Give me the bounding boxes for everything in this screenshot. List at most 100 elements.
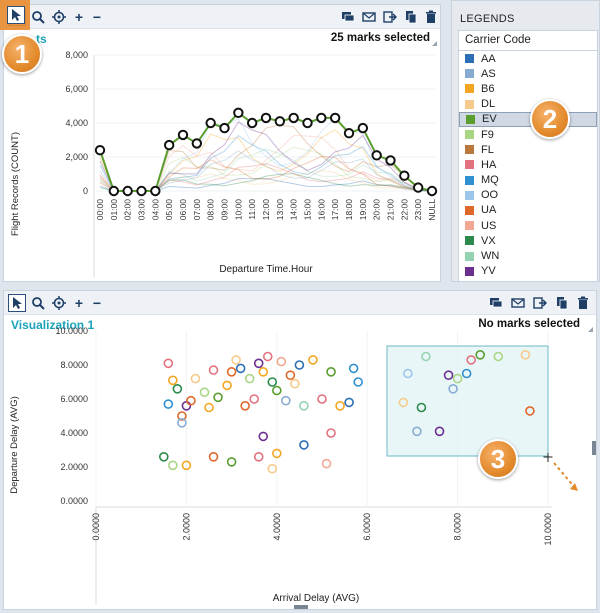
top-data-point[interactable] (288, 112, 299, 124)
scatter-point[interactable] (204, 402, 214, 413)
top-data-point[interactable] (150, 185, 161, 197)
scatter-point[interactable] (434, 426, 445, 437)
top-data-point[interactable] (233, 107, 244, 119)
scatter-point[interactable] (348, 363, 359, 374)
scatter-point[interactable] (231, 355, 241, 365)
copy-icon[interactable] (402, 8, 420, 26)
scatter-point[interactable] (235, 363, 246, 374)
scatter-point[interactable] (403, 368, 413, 379)
scatter-point[interactable] (308, 355, 318, 365)
scatter-point[interactable] (353, 377, 363, 387)
export-icon[interactable] (381, 8, 399, 26)
scatter-point[interactable] (398, 397, 409, 408)
zoom-icon[interactable] (29, 8, 47, 26)
scatter-point[interactable] (258, 366, 269, 377)
scatter-point[interactable] (271, 448, 282, 459)
scatter-point[interactable] (299, 440, 309, 450)
scatter-point[interactable] (159, 452, 169, 462)
top-data-point[interactable] (205, 117, 216, 129)
pan-target-icon[interactable] (50, 8, 68, 26)
top-data-point[interactable] (426, 185, 438, 197)
top-data-point[interactable] (108, 185, 120, 197)
copy-icon[interactable] (553, 294, 571, 312)
scatter-point[interactable] (299, 401, 309, 411)
scatter-point[interactable] (163, 399, 174, 409)
zoom-icon[interactable] (29, 294, 47, 312)
scatter-point[interactable] (326, 428, 336, 438)
top-data-point[interactable] (219, 122, 230, 134)
scatter-point[interactable] (163, 358, 174, 369)
comment-icon[interactable] (339, 8, 357, 26)
scatter-point[interactable] (253, 452, 264, 462)
scatter-point[interactable] (421, 351, 431, 362)
scatter-point[interactable] (520, 349, 531, 360)
scatter-point[interactable] (317, 394, 327, 404)
select-pointer-icon[interactable] (8, 294, 26, 312)
zoom-out-minus-icon[interactable]: − (92, 9, 102, 25)
top-data-point[interactable] (385, 155, 396, 166)
scatter-point[interactable] (461, 368, 472, 379)
scatter-point[interactable] (326, 366, 336, 377)
scatter-point[interactable] (276, 356, 287, 367)
scatter-point[interactable] (208, 452, 219, 462)
scatter-point[interactable] (240, 401, 250, 411)
scatter-point[interactable] (258, 431, 269, 442)
top-data-point[interactable] (136, 185, 147, 197)
top-data-point[interactable] (163, 139, 175, 151)
legend-item-aa[interactable]: AA (459, 51, 597, 66)
scatter-point[interactable] (226, 366, 237, 377)
scatter-point[interactable] (177, 418, 187, 428)
scatter-point[interactable] (249, 394, 259, 404)
zoom-in-plus-icon[interactable]: + (74, 9, 84, 25)
scatter-point[interactable] (335, 401, 345, 411)
legend-item-vx[interactable]: VX (459, 233, 597, 248)
trash-icon[interactable] (574, 294, 592, 312)
legend-item-fl[interactable]: FL (459, 142, 597, 157)
comment-icon[interactable] (487, 294, 505, 312)
scatter-point[interactable] (290, 378, 300, 389)
bottom-resize-handle[interactable] (294, 605, 308, 609)
scatter-point[interactable] (208, 365, 219, 375)
top-data-point[interactable] (177, 129, 189, 141)
scatter-point[interactable] (443, 370, 454, 381)
top-data-point[interactable] (371, 150, 382, 161)
scatter-point[interactable] (213, 392, 223, 403)
legend-item-mq[interactable]: MQ (459, 173, 597, 188)
legend-item-ua[interactable]: UA (459, 203, 597, 218)
scatter-point[interactable] (190, 373, 201, 384)
scatter-point[interactable] (344, 397, 354, 408)
top-data-point[interactable] (399, 170, 410, 181)
scatter-point[interactable] (475, 349, 486, 360)
legend-item-wn[interactable]: WN (459, 248, 597, 263)
zoom-out-minus-icon[interactable]: − (92, 295, 102, 311)
scatter-point[interactable] (177, 411, 187, 421)
top-data-point[interactable] (357, 122, 369, 134)
scatter-point[interactable] (271, 385, 282, 396)
select-pointer-icon-highlighted[interactable] (7, 6, 25, 24)
zoom-in-plus-icon[interactable]: + (74, 295, 84, 311)
scatter-point[interactable] (168, 375, 178, 386)
pan-target-icon[interactable] (50, 294, 68, 312)
scatter-point[interactable] (466, 355, 476, 365)
top-data-point[interactable] (316, 112, 327, 124)
top-data-point[interactable] (302, 117, 313, 129)
scatter-point[interactable] (199, 387, 210, 397)
legend-item-oo[interactable]: OO (459, 188, 597, 203)
bottom-resize-corner[interactable] (588, 327, 593, 332)
legend-item-ev[interactable]: EV (459, 111, 597, 127)
scatter-point[interactable] (168, 460, 178, 471)
scatter-point[interactable] (181, 460, 192, 471)
scatter-point[interactable] (253, 358, 264, 369)
legend-item-b6[interactable]: B6 (459, 81, 597, 96)
scatter-point[interactable] (262, 351, 273, 362)
scatter-point[interactable] (452, 373, 463, 384)
scatter-point[interactable] (416, 402, 427, 413)
legend-item-us[interactable]: US (459, 218, 597, 233)
scatter-point[interactable] (186, 395, 196, 406)
scatter-point[interactable] (412, 426, 422, 437)
top-data-point[interactable] (246, 117, 258, 129)
legend-item-ha[interactable]: HA (459, 157, 597, 172)
legend-item-f9[interactable]: F9 (459, 127, 597, 142)
top-resize-corner[interactable] (432, 41, 437, 46)
top-data-point[interactable] (329, 112, 341, 124)
